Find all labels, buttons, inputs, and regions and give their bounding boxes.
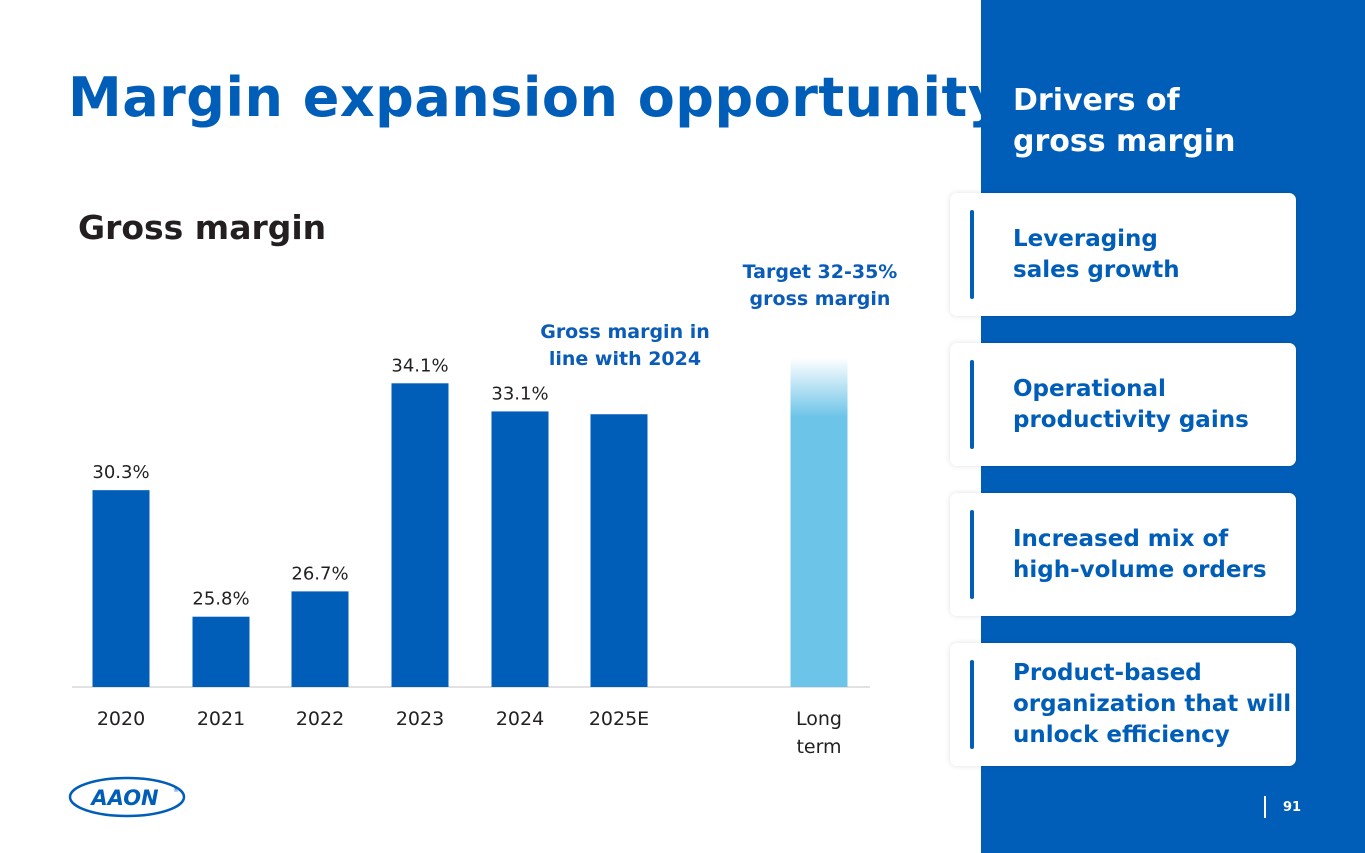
- driver-card-productivity: Operational productivity gains: [950, 343, 1296, 466]
- x-tick-label-2023: 2023: [396, 708, 444, 730]
- bar-2022: [291, 591, 349, 687]
- driver-card-sales-growth: Leveraging sales growth: [950, 193, 1296, 316]
- driver-line: high-volume orders: [1013, 556, 1267, 583]
- x-tick-label-long-term: Long: [796, 708, 842, 730]
- page-title: Margin expansion opportunity: [68, 66, 1004, 129]
- bar-2025e: [590, 414, 648, 687]
- drivers-title-line: Drivers of: [1013, 83, 1180, 118]
- driver-card-text: Increased mix of high-volume orders: [1013, 493, 1267, 616]
- driver-card-accent-bar: [970, 360, 974, 449]
- page-number: 91: [1283, 800, 1302, 815]
- driver-card-text: Operational productivity gains: [1013, 343, 1249, 466]
- x-tick-label-2021: 2021: [197, 708, 245, 730]
- aaon-logo: AAON ®: [68, 776, 186, 818]
- x-tick-label-2022: 2022: [296, 708, 344, 730]
- x-tick-label-2024: 2024: [496, 708, 544, 730]
- x-tick-label-2020: 2020: [97, 708, 145, 730]
- driver-line: organization that will: [1013, 691, 1292, 717]
- driver-line: Leveraging: [1013, 225, 1158, 252]
- driver-card-order-mix: Increased mix of high-volume orders: [950, 493, 1296, 616]
- chart-title: Gross margin: [78, 208, 327, 247]
- drivers-title: Drivers of gross margin: [1013, 80, 1235, 162]
- driver-line: productivity gains: [1013, 406, 1249, 433]
- driver-line: Product-based: [1013, 660, 1202, 686]
- target-annotation: Target 32-35% gross margin: [720, 259, 920, 313]
- logo-registered-mark: ®: [173, 787, 179, 794]
- logo-text: AAON: [89, 786, 159, 810]
- driver-line: unlock efficiency: [1013, 722, 1230, 748]
- drivers-title-line: gross margin: [1013, 124, 1236, 159]
- driver-line: Increased mix of: [1013, 525, 1229, 552]
- driver-card-accent-bar: [970, 210, 974, 299]
- bar-2024: [491, 411, 549, 687]
- gross-margin-chart: 30.3% 2020 25.8% 2021 26.7% 2022 34.1% 2023 33.1…: [72, 355, 870, 758]
- page-number-separator: [1264, 796, 1266, 818]
- driver-card-text: Product-based organization that will unl…: [1013, 643, 1291, 766]
- bar-2020: [92, 490, 150, 687]
- value-label-2022: 26.7%: [291, 563, 348, 584]
- estimate-annotation-line: line with 2024: [548, 348, 702, 370]
- driver-line: Operational: [1013, 375, 1166, 402]
- x-tick-label-long-term: term: [796, 736, 841, 758]
- driver-card-text: Leveraging sales growth: [1013, 193, 1180, 316]
- driver-card-accent-bar: [970, 510, 974, 599]
- value-label-2020: 30.3%: [92, 462, 149, 483]
- driver-card-accent-bar: [970, 660, 974, 749]
- target-annotation-line: Target 32-35%: [742, 261, 898, 283]
- driver-line: sales growth: [1013, 256, 1180, 283]
- bar-2023: [391, 383, 449, 687]
- bar-2021: [192, 616, 250, 687]
- bar-target-long-term: [790, 358, 848, 687]
- estimate-annotation: Gross margin in line with 2024: [520, 319, 730, 373]
- value-label-2024: 33.1%: [491, 383, 548, 404]
- value-label-2021: 25.8%: [192, 589, 249, 610]
- driver-card-organization: Product-based organization that will unl…: [950, 643, 1296, 766]
- value-label-2023: 34.1%: [391, 355, 448, 376]
- estimate-annotation-line: Gross margin in: [540, 321, 710, 343]
- x-tick-label-2025e: 2025E: [589, 708, 649, 730]
- target-annotation-line: gross margin: [749, 288, 891, 310]
